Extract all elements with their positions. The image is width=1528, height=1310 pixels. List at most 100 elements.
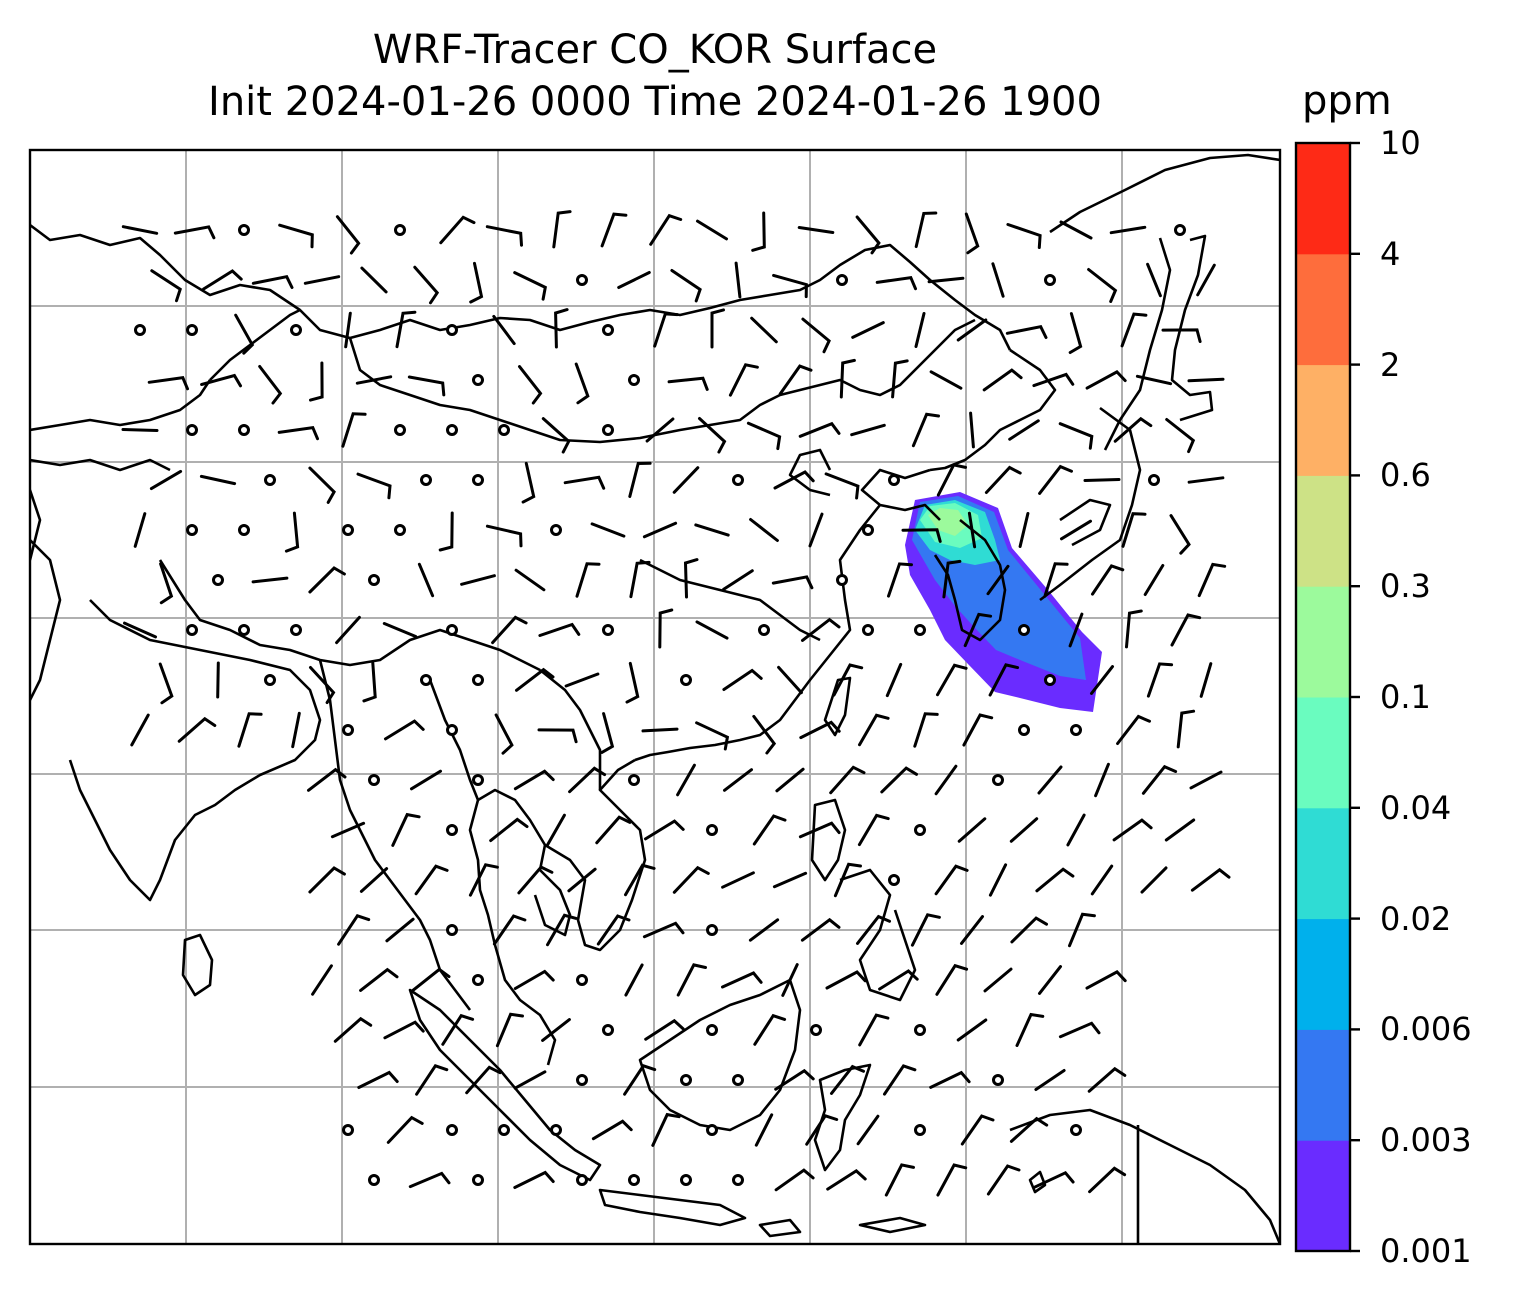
calm-marker bbox=[498, 424, 510, 436]
calm-marker bbox=[420, 674, 432, 686]
calm-marker bbox=[342, 724, 354, 736]
calm-marker bbox=[446, 324, 458, 336]
calm-marker bbox=[446, 624, 458, 636]
wind-barb bbox=[1140, 866, 1168, 894]
calm-marker bbox=[446, 1124, 458, 1136]
wind-barb bbox=[801, 617, 841, 642]
wind-barb bbox=[683, 558, 699, 599]
wind-barb bbox=[1187, 476, 1225, 484]
wind-barb bbox=[936, 1163, 968, 1197]
wind-barb bbox=[991, 262, 1005, 298]
wind-barb bbox=[216, 661, 220, 699]
wind-barb bbox=[552, 210, 572, 249]
wind-barb bbox=[541, 417, 571, 454]
wind-barb bbox=[1034, 1069, 1066, 1091]
wind-barb bbox=[850, 423, 886, 437]
calm-marker bbox=[290, 624, 302, 636]
wind-barb bbox=[884, 1163, 915, 1197]
wind-barb bbox=[641, 727, 679, 733]
calm-marker bbox=[472, 974, 484, 986]
wind-barb bbox=[856, 914, 891, 945]
wind-barb bbox=[251, 576, 289, 584]
wind-barb bbox=[1190, 867, 1231, 892]
wind-barb bbox=[538, 622, 581, 637]
wind-barb bbox=[1038, 965, 1062, 995]
wind-barb bbox=[839, 358, 856, 399]
calm-marker bbox=[186, 624, 198, 636]
wind-barb bbox=[856, 1114, 880, 1146]
wind-barb bbox=[772, 871, 808, 889]
title-line-1: WRF-Tracer CO_KOR Surface bbox=[372, 27, 938, 73]
wind-barb bbox=[521, 461, 536, 504]
wind-barb bbox=[772, 273, 808, 299]
calm-marker bbox=[238, 424, 250, 436]
wind-barb bbox=[1112, 818, 1153, 842]
colorbar-unit-label: ppm bbox=[1302, 78, 1392, 124]
calm-marker bbox=[186, 524, 198, 536]
wind-barb bbox=[1043, 562, 1069, 598]
wind-barb bbox=[833, 862, 862, 898]
wind-barb bbox=[234, 313, 255, 355]
colorbar-band-5 bbox=[1296, 586, 1350, 698]
calm-marker bbox=[394, 524, 406, 536]
wind-barb bbox=[642, 521, 678, 539]
wind-barb bbox=[984, 465, 1022, 494]
wind-barb bbox=[956, 318, 988, 342]
wind-barb bbox=[123, 621, 157, 639]
calm-marker bbox=[836, 574, 848, 586]
wind-barb bbox=[988, 663, 1020, 697]
wind-barb bbox=[753, 1013, 787, 1046]
wind-barb bbox=[1187, 377, 1225, 383]
wind-barb bbox=[832, 663, 864, 697]
wind-barb bbox=[658, 608, 674, 649]
colorbar-band-1 bbox=[1296, 1029, 1350, 1141]
wind-barb bbox=[513, 969, 555, 990]
wind-barb bbox=[960, 915, 984, 945]
wind-barb bbox=[600, 712, 615, 754]
wind-barb bbox=[410, 769, 442, 791]
calm-marker bbox=[602, 424, 614, 436]
calm-marker bbox=[862, 624, 874, 636]
map-frame bbox=[28, 148, 1282, 1246]
wind-barb bbox=[356, 472, 392, 500]
wind-barb bbox=[629, 560, 651, 599]
wind-barb bbox=[880, 766, 918, 794]
calm-marker bbox=[836, 274, 848, 286]
wind-barb bbox=[360, 266, 388, 294]
wind-barb bbox=[362, 661, 377, 703]
calm-marker bbox=[342, 1124, 354, 1136]
wind-barb bbox=[513, 1170, 555, 1189]
wind-barb bbox=[911, 412, 940, 448]
colorbar-tick-label: 4 bbox=[1380, 234, 1401, 273]
wind-barb bbox=[986, 1164, 1021, 1196]
calm-marker bbox=[186, 424, 198, 436]
wind-barb bbox=[752, 814, 787, 846]
wind-barb bbox=[829, 765, 866, 795]
wind-barb bbox=[1008, 419, 1040, 441]
wind-barb bbox=[672, 865, 710, 894]
wind-barb bbox=[750, 316, 778, 344]
calm-marker bbox=[576, 974, 588, 986]
wind-barb bbox=[330, 821, 366, 839]
wind-barb bbox=[752, 714, 777, 755]
wind-barb bbox=[590, 522, 626, 538]
wind-barb bbox=[417, 562, 435, 598]
calm-marker bbox=[888, 474, 900, 486]
wind-barb bbox=[801, 317, 831, 354]
wind-barb bbox=[1121, 512, 1147, 548]
calm-marker bbox=[706, 1024, 718, 1036]
wind-barb bbox=[439, 215, 476, 245]
wind-barb bbox=[307, 767, 347, 792]
calm-marker bbox=[472, 374, 484, 386]
calm-marker bbox=[446, 924, 458, 936]
wind-barb bbox=[1087, 1066, 1127, 1093]
wind-barb bbox=[291, 711, 301, 749]
wind-barb bbox=[237, 712, 263, 748]
calm-marker bbox=[238, 524, 250, 536]
wind-barb bbox=[518, 365, 543, 405]
wind-barb bbox=[460, 574, 496, 586]
wind-barb bbox=[600, 212, 628, 248]
wind-barb bbox=[858, 1013, 890, 1047]
wind-barb bbox=[513, 271, 547, 301]
